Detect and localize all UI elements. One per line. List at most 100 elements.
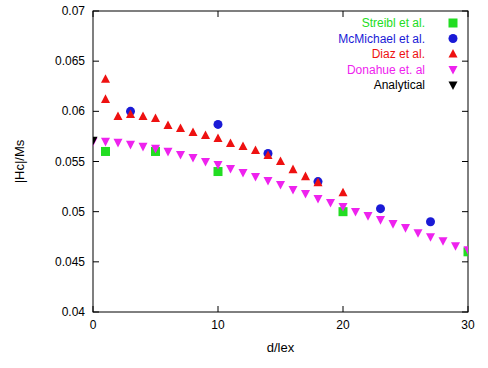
point: [189, 154, 198, 163]
point: [176, 151, 185, 160]
point: [426, 233, 435, 242]
legend-marker: [449, 66, 458, 75]
y-tick-label: 0.05: [62, 205, 86, 219]
point: [151, 145, 160, 154]
point: [239, 169, 248, 178]
point: [176, 123, 185, 132]
y-tick: [93, 161, 99, 162]
point: [214, 120, 223, 129]
point: [101, 138, 110, 147]
legend-marker: [449, 81, 458, 90]
point: [439, 237, 448, 246]
point: [164, 120, 173, 129]
point: [364, 212, 373, 221]
point: [276, 181, 285, 190]
y-axis-label: |Hc|/Ms: [12, 139, 27, 183]
point: [251, 146, 260, 155]
point: [214, 161, 223, 170]
legend-label: Donahue et. al: [347, 63, 425, 77]
series: [126, 107, 435, 226]
x-tick: [343, 306, 344, 312]
legend-label: McMichael et al.: [338, 32, 425, 46]
point: [151, 113, 160, 122]
point: [314, 177, 323, 186]
plot-frame: [93, 11, 468, 312]
point: [114, 139, 123, 148]
y-tick-label: 0.04: [62, 305, 86, 319]
point: [101, 94, 110, 103]
point: [351, 208, 360, 217]
point: [201, 158, 210, 167]
plot-area: [93, 74, 468, 256]
point: [326, 199, 335, 208]
point: [139, 143, 148, 152]
series: [101, 147, 468, 256]
point: [101, 74, 110, 83]
point: [126, 141, 135, 150]
x-tick-label: 10: [211, 318, 225, 332]
series: [93, 138, 468, 255]
point: [251, 173, 260, 182]
y-tick: [462, 261, 468, 262]
point: [376, 216, 385, 225]
point: [164, 148, 173, 157]
y-tick: [93, 211, 99, 212]
legend-label: Analytical: [374, 78, 425, 92]
x-tick: [218, 306, 219, 312]
x-tick-label: 30: [461, 318, 475, 332]
y-tick-label: 0.07: [62, 4, 86, 18]
legend-marker: [449, 19, 458, 28]
x-tick: [218, 11, 219, 17]
point: [401, 224, 410, 233]
point: [139, 111, 148, 120]
legend-marker: [449, 34, 458, 43]
point: [214, 133, 223, 142]
point: [126, 109, 135, 118]
point: [339, 203, 348, 212]
y-tick: [462, 111, 468, 112]
series: [101, 74, 348, 196]
point: [93, 137, 98, 146]
point: [289, 165, 298, 174]
point: [276, 157, 285, 166]
y-tick: [93, 261, 99, 262]
x-tick-label: 20: [336, 318, 350, 332]
legend: Streibl et al. McMichael et al.Diaz et al…: [338, 16, 457, 92]
series: [93, 137, 98, 146]
y-tick-label: 0.055: [55, 155, 85, 169]
point: [189, 127, 198, 136]
point: [451, 242, 460, 251]
y-tick-label: 0.06: [62, 104, 86, 118]
point: [201, 130, 210, 139]
x-tick-label: 0: [90, 318, 97, 332]
y-tick: [462, 211, 468, 212]
point: [314, 195, 323, 204]
legend-label: Streibl et al.: [362, 16, 425, 30]
point: [389, 220, 398, 229]
y-tick: [462, 61, 468, 62]
point: [101, 147, 110, 156]
y-tick-label: 0.045: [55, 255, 85, 269]
point: [289, 186, 298, 195]
point: [376, 204, 385, 213]
point: [226, 165, 235, 174]
y-tick-label: 0.065: [55, 54, 85, 68]
y-tick: [93, 61, 99, 62]
point: [239, 142, 248, 151]
point: [414, 229, 423, 238]
point: [464, 246, 469, 255]
point: [264, 151, 273, 160]
legend-label: Diaz et al.: [372, 47, 425, 61]
point: [426, 217, 435, 226]
point: [301, 172, 310, 181]
point: [301, 190, 310, 199]
point: [264, 177, 273, 186]
y-tick: [462, 161, 468, 162]
y-tick: [93, 111, 99, 112]
chart: 01020300.040.0450.050.0550.060.0650.07d/…: [0, 0, 488, 368]
point: [114, 111, 123, 120]
point: [314, 178, 323, 187]
legend-marker: [449, 49, 458, 58]
x-tick: [343, 11, 344, 17]
point: [339, 188, 348, 197]
